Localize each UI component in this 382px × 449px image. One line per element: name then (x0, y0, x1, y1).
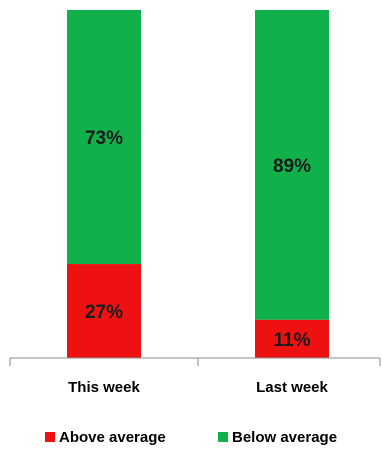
bar-labels-group: 27% 73% 11% 89% (85, 128, 311, 351)
legend-swatch-below-average (218, 432, 228, 442)
data-label-this-week-below-average: 73% (85, 128, 123, 149)
bars-group (67, 10, 329, 358)
data-label-last-week-below-average: 89% (273, 156, 311, 177)
x-axis (9, 357, 381, 366)
legend: Above average Below average (45, 429, 337, 446)
category-label-last-week: Last week (256, 379, 328, 396)
bar-last-week-below-average (255, 10, 329, 320)
category-labels-group: This week Last week (68, 379, 328, 396)
data-label-this-week-above-average: 27% (85, 302, 123, 323)
legend-label-below-average: Below average (232, 429, 337, 446)
bar-this-week-below-average (67, 10, 141, 265)
bar-this-week-above-average (67, 264, 141, 358)
category-label-this-week: This week (68, 379, 140, 396)
data-label-last-week-above-average: 11% (274, 330, 311, 351)
bar-last-week-above-average (255, 319, 329, 358)
legend-label-above-average: Above average (59, 429, 166, 446)
legend-swatch-above-average (45, 432, 55, 442)
